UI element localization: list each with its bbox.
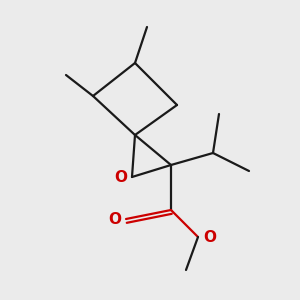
- Text: O: O: [203, 230, 216, 244]
- Text: O: O: [114, 169, 127, 184]
- Text: O: O: [108, 212, 121, 226]
